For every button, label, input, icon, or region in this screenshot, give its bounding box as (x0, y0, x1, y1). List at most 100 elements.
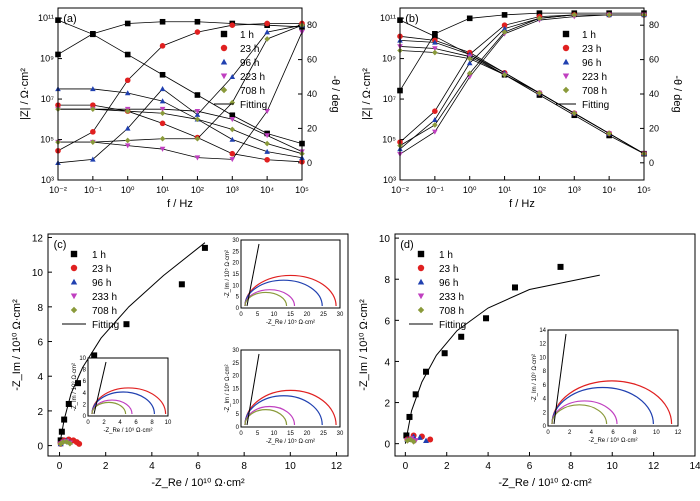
inset-x-tick-label: 10 (653, 430, 660, 436)
data-point-23h (501, 22, 508, 29)
x-tick-label: 12 (331, 461, 343, 472)
inset-fit-line (246, 243, 260, 307)
data-point-708h (159, 135, 166, 142)
y-tick-label: 6 (384, 316, 390, 327)
inset-x-tick-label: 15 (287, 312, 294, 318)
inset-y-tick-label: 0 (236, 306, 240, 312)
data-point-708h (410, 438, 417, 445)
legend-marker (220, 44, 228, 52)
data-point-708h (264, 140, 270, 147)
x-axis-label: -Z_Re / 10¹⁰ Ω·cm² (498, 477, 592, 489)
x-tick-label: 14 (689, 461, 700, 472)
x-tick-label: 12 (648, 461, 660, 472)
inset-x-tick-label: 30 (337, 312, 344, 318)
data-point-1h (61, 416, 68, 423)
legend-label: 23 h (439, 264, 458, 275)
inset-y-label: -Z_Im / 10⁵ Ω·cm² (224, 250, 231, 298)
legend-marker (220, 86, 228, 94)
data-point-23h (229, 150, 236, 157)
fitting-line (57, 23, 302, 152)
data-point-96h (124, 125, 131, 131)
inset-y-tick-label: 0 (83, 414, 87, 420)
inset-y-tick-label: 10 (79, 356, 86, 362)
data-point-223h (194, 108, 201, 114)
legend-label: 708 h (240, 86, 265, 97)
data-point-1h (229, 112, 236, 119)
legend-label: 223 h (240, 72, 265, 83)
x-tick-label: 0 (57, 461, 63, 472)
y-axis-label: -Z_Im / 10¹⁰ Ω·cm² (11, 299, 23, 391)
data-point-1h (90, 31, 96, 37)
inset-plot: 0 5 10 15 20 25 30 0 5 10 15 20 25 30 -Z_Re / 10⁵ Ω·cm… (224, 238, 344, 326)
y-axis-label-left: |Z| / Ω·cm² (19, 68, 31, 120)
fitting-line (58, 108, 303, 155)
inset-y-tick-label: 20 (232, 374, 239, 380)
data-point-96h (124, 90, 131, 96)
legend-marker (417, 278, 425, 285)
x-tick-label: 4 (149, 461, 155, 472)
legend-label: 1 h (439, 250, 453, 261)
inset-y-tick-label: 0 (236, 425, 240, 431)
x-tick-label: 2 (103, 461, 109, 472)
y-tick-label: 10¹¹ (38, 13, 54, 23)
legend-label: 96 h (439, 278, 458, 289)
data-point-1h (512, 284, 518, 291)
data-point-1h (501, 12, 508, 18)
y-tick-label-right: 60 (649, 55, 659, 65)
legend-marker (562, 44, 570, 52)
inset-arc (244, 291, 288, 307)
inset-x-tick-label: 25 (320, 431, 327, 437)
data-point-708h (66, 440, 73, 447)
x-tick-label: 10 (285, 461, 297, 472)
x-tick-label: 10⁻² (391, 185, 409, 195)
x-tick-label: 10⁰ (121, 185, 135, 195)
inset-x-tick-label: 2 (102, 420, 106, 426)
x-axis-label: -Z_Re / 10¹⁰ Ω·cm² (151, 477, 245, 489)
legend-label: 708 h (92, 306, 117, 317)
data-point-708h (264, 36, 270, 42)
legend-label: 1 h (240, 30, 254, 41)
data-point-96h (229, 136, 236, 142)
legend-marker (417, 293, 425, 300)
y-tick-label-right: 80 (649, 20, 659, 30)
x-tick-label: 10³ (568, 185, 581, 195)
data-point-708h (124, 108, 131, 114)
inset-y-label: -Z_Im / 10⁹ Ω·cm² (531, 354, 538, 402)
x-tick-label: 6 (527, 461, 533, 472)
data-point-708h (432, 49, 438, 56)
data-point-708h (501, 71, 508, 78)
x-tick-label: 10⁴ (260, 185, 274, 195)
data-point-223h (159, 146, 166, 152)
inset-arc (244, 409, 288, 426)
inset-y-tick-label: 6 (83, 379, 87, 385)
x-tick-label: 10¹ (156, 185, 169, 195)
y-tick-label: 10⁷ (383, 94, 396, 104)
x-tick-label: 0 (403, 461, 409, 472)
data-point-708h (432, 122, 438, 128)
legend-label: 96 h (582, 58, 601, 69)
data-point-96h (264, 29, 270, 35)
data-point-23h (264, 20, 270, 27)
inset-x-tick-label: 8 (633, 430, 637, 436)
y-tick-label-right: 20 (649, 123, 659, 133)
y-tick-label: 0 (384, 440, 390, 451)
y-tick-label: 4 (384, 357, 390, 368)
y-tick-label: 10¹¹ (380, 13, 396, 23)
y-tick-label-right: 40 (649, 89, 659, 99)
y-axis-label-left: |Z| / Ω·cm² (361, 68, 373, 120)
inset-x-tick-label: 15 (287, 431, 294, 437)
inset-frame (547, 329, 679, 427)
data-point-708h (571, 110, 578, 117)
data-point-708h (159, 110, 166, 117)
legend-label: Fitting (439, 320, 466, 331)
y-tick-label: 10⁹ (40, 54, 54, 64)
data-point-23h (90, 129, 96, 135)
data-point-708h (606, 130, 612, 137)
inset-y-tick-label: 5 (236, 295, 240, 301)
inset-y-tick-label: 10 (232, 283, 239, 289)
inset-x-tick-label: 30 (337, 431, 344, 437)
inset-y-tick-label: 8 (83, 368, 87, 374)
x-axis-label: f / Hz (167, 198, 193, 210)
panel-b: (b) 10⁻² 10⁻¹ 10⁰ 10¹ 10² 10³ 10⁴ 10⁵ f / Hz 10³ 10… (361, 10, 683, 210)
